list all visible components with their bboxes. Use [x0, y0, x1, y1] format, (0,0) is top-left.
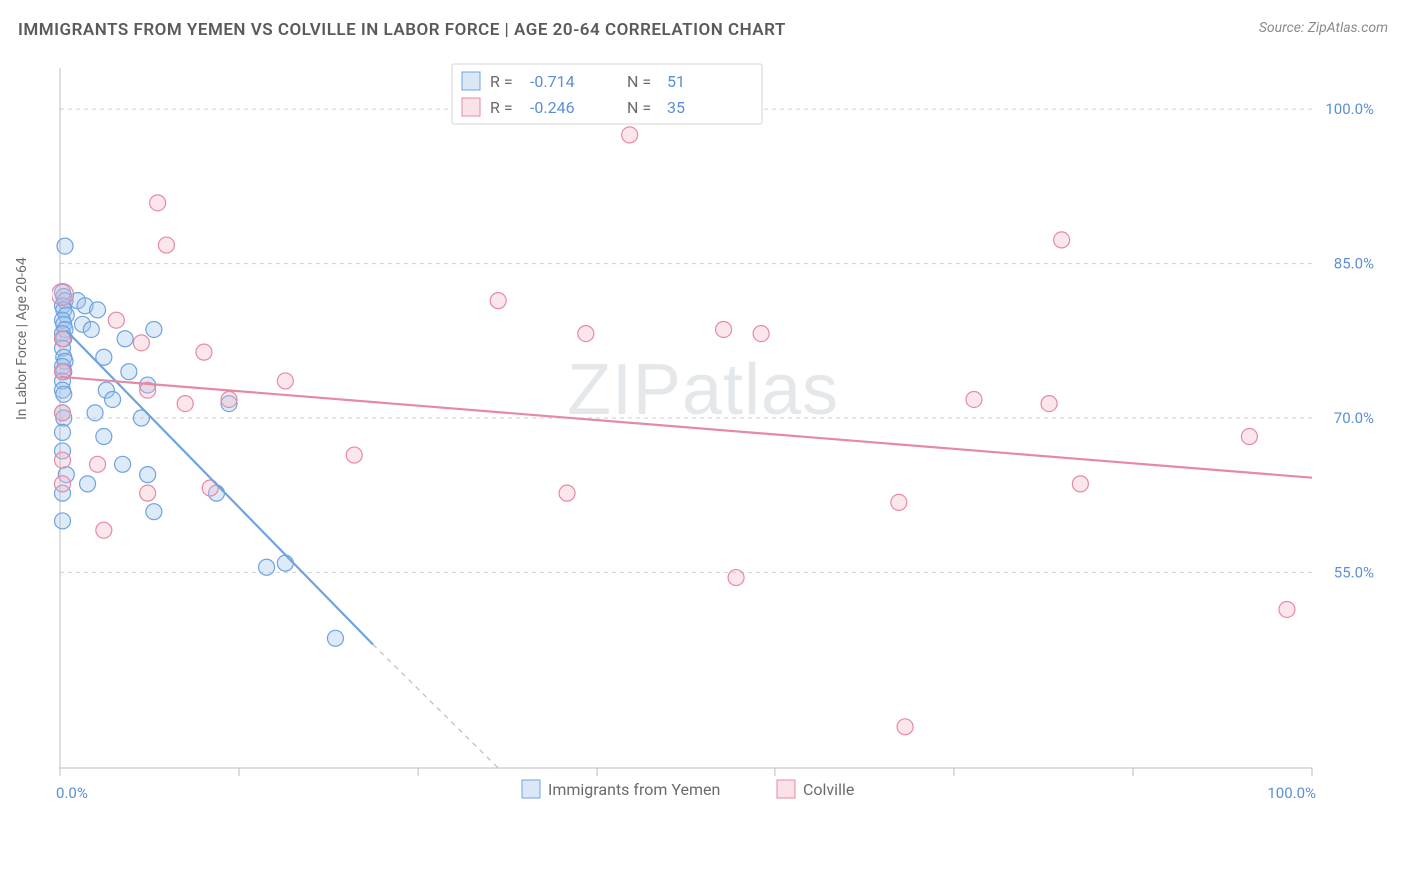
scatter-point — [121, 364, 137, 380]
scatter-point — [90, 302, 106, 318]
scatter-point — [55, 476, 71, 492]
scatter-point — [55, 405, 71, 421]
scatter-point — [196, 344, 212, 360]
scatter-point — [221, 391, 237, 407]
x-tick-label: 100.0% — [1267, 784, 1316, 802]
scatter-point — [327, 630, 343, 646]
legend-series-label: Colville — [803, 780, 854, 799]
legend-n-value: 51 — [667, 72, 685, 91]
scatter-point — [146, 321, 162, 337]
legend-swatch — [462, 98, 480, 116]
legend-r-value: -0.714 — [530, 72, 575, 91]
y-tick-label: 100.0% — [1325, 100, 1374, 118]
legend-series-label: Immigrants from Yemen — [548, 780, 720, 799]
scatter-point — [716, 321, 732, 337]
scatter-point — [83, 321, 99, 337]
scatter-point — [966, 391, 982, 407]
scatter-point — [108, 312, 124, 328]
scatter-point — [55, 452, 71, 468]
legend-r-value: -0.246 — [530, 98, 575, 117]
trend-line — [60, 377, 1312, 478]
scatter-point — [140, 485, 156, 501]
scatter-point — [346, 447, 362, 463]
scatter-point — [891, 494, 907, 510]
scatter-point — [897, 719, 913, 735]
scatter-point — [1041, 396, 1057, 412]
scatter-point — [1279, 601, 1295, 617]
y-tick-label: 85.0% — [1334, 255, 1374, 273]
scatter-point — [490, 293, 506, 309]
scatter-point — [146, 504, 162, 520]
source-attribution: Source: ZipAtlas.com — [1259, 20, 1388, 36]
scatter-point — [56, 386, 72, 402]
plot-area: 55.0% 70.0% 85.0% 100.0% 0.0% 100.0% R = -0.714… — [52, 60, 1382, 810]
legend-n-label: N = — [627, 72, 651, 91]
scatter-point — [55, 513, 71, 529]
scatter-point — [1054, 232, 1070, 248]
scatter-point — [52, 283, 74, 305]
scatter-point — [753, 326, 769, 342]
scatter-point — [80, 476, 96, 492]
scatter-point — [150, 195, 166, 211]
y-tick-label: 70.0% — [1334, 409, 1374, 427]
scatter-point — [277, 373, 293, 389]
scatter-point — [105, 391, 121, 407]
scatter-point — [90, 456, 106, 472]
scatter-point — [158, 237, 174, 253]
scatter-point — [177, 396, 193, 412]
scatter-point — [115, 456, 131, 472]
legend-n-label: N = — [627, 98, 651, 117]
legend-r-label: R = — [490, 72, 513, 91]
trend-line-extension — [373, 644, 498, 768]
scatter-point — [1241, 429, 1257, 445]
scatter-point — [133, 335, 149, 351]
legend-r-label: R = — [490, 98, 513, 117]
legend-top: R = -0.714 N = 51 R = -0.246 N = 35 — [452, 64, 762, 124]
scatter-point — [96, 522, 112, 538]
legend-swatch — [522, 780, 540, 798]
scatter-point — [87, 405, 103, 421]
trend-line — [66, 331, 373, 645]
scatter-point — [140, 467, 156, 483]
legend-swatch — [777, 780, 795, 798]
scatter-point — [259, 559, 275, 575]
legend-n-value: 35 — [667, 98, 685, 117]
scatter-point — [96, 429, 112, 445]
scatter-point — [559, 485, 575, 501]
scatter-point — [1072, 476, 1088, 492]
scatter-chart: 55.0% 70.0% 85.0% 100.0% 0.0% 100.0% R = -0.714… — [52, 60, 1382, 810]
scatter-point — [728, 570, 744, 586]
chart-title: IMMIGRANTS FROM YEMEN VS COLVILLE IN LAB… — [18, 20, 786, 40]
scatter-point — [622, 127, 638, 143]
legend-swatch — [462, 72, 480, 90]
y-axis-label: In Labor Force | Age 20-64 — [14, 257, 30, 420]
scatter-point — [578, 326, 594, 342]
scatter-point — [277, 555, 293, 571]
x-tick-label: 0.0% — [56, 784, 88, 802]
scatter-point — [117, 331, 133, 347]
y-tick-label: 55.0% — [1334, 563, 1374, 581]
scatter-point — [55, 424, 71, 440]
scatter-point — [57, 238, 73, 254]
